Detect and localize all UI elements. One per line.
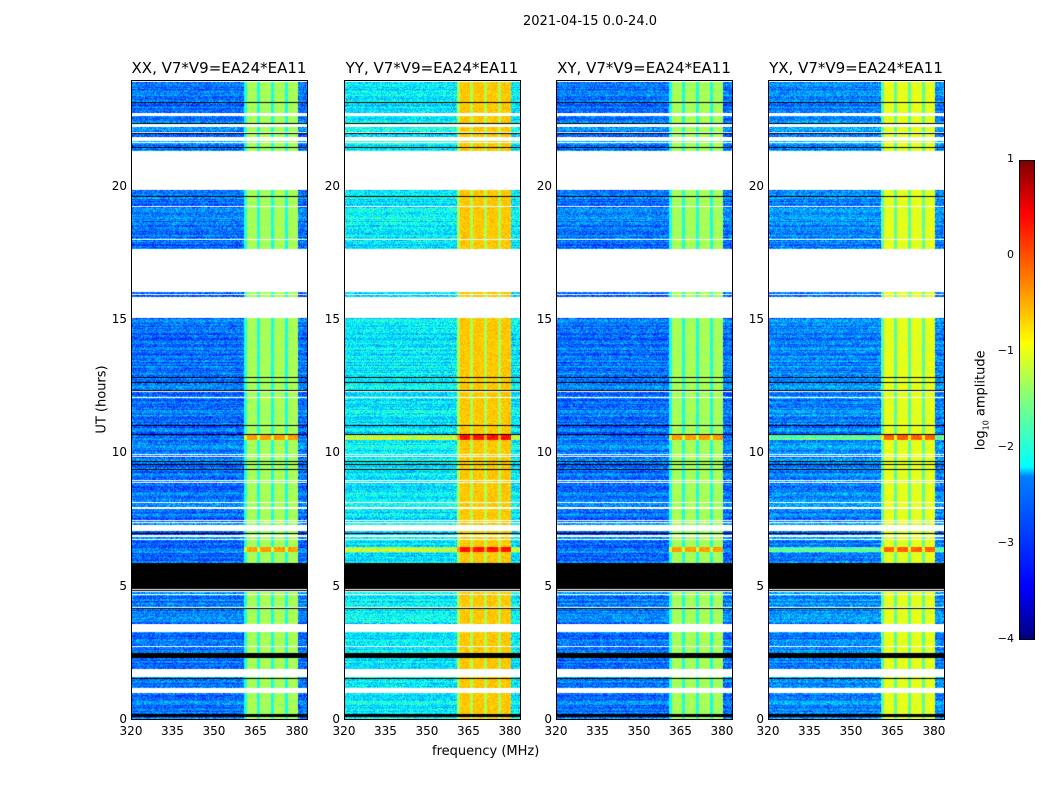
x-tick-label: 365	[244, 724, 267, 738]
panel-title: YY, V7*V9=EA24*EA11	[345, 59, 519, 77]
y-tick-label: 5	[544, 578, 552, 593]
x-tick-label: 320	[119, 724, 143, 738]
y-tick-label: 0	[332, 712, 340, 726]
x-tick-label: 365	[881, 724, 904, 738]
figure-title: 2021-04-15 0.0-24.0	[523, 14, 657, 29]
x-tick-label: 335	[161, 724, 184, 738]
y-axis-label: UT (hours)	[94, 365, 110, 434]
colorbar-tick-label: −1	[997, 344, 1014, 357]
x-tick-label: 350	[415, 724, 439, 738]
panel-title: XX, V7*V9=EA24*EA11	[131, 59, 307, 77]
y-tick-label: 15	[748, 312, 764, 326]
colorbar-tick-label: 0	[1007, 248, 1014, 261]
colorbar-tick-label: 1	[1007, 152, 1014, 165]
spectrogram-image	[769, 81, 944, 719]
y-tick-label: 15	[536, 312, 552, 326]
y-tick-label: 0	[544, 712, 552, 726]
spectrogram-image	[557, 81, 732, 719]
colorbar-label-log: log	[973, 430, 989, 451]
colorbar-tick-label: −2	[997, 440, 1014, 453]
x-tick-label: 380	[498, 724, 522, 738]
y-tick-label: 20	[324, 178, 340, 193]
x-tick-label: 320	[332, 724, 356, 738]
y-tick-label: 10	[748, 445, 764, 460]
colorbar-label-sub: 10	[981, 420, 991, 431]
y-tick-label: 10	[536, 445, 552, 460]
spectrogram-image	[132, 81, 307, 719]
x-tick-label: 350	[202, 724, 226, 738]
y-tick-label: 0	[756, 712, 764, 726]
spectrogram-image	[345, 81, 520, 719]
spectrogram-panel-xy	[556, 80, 733, 720]
colorbar	[1019, 160, 1035, 640]
x-tick-label: 350	[839, 724, 863, 738]
colorbar-label-rest: amplitude	[973, 350, 989, 421]
y-tick-label: 5	[332, 578, 340, 593]
panel-title: XY, V7*V9=EA24*EA11	[557, 59, 731, 77]
x-tick-label: 320	[756, 724, 780, 738]
spectrogram-panel-yy	[344, 80, 521, 720]
y-tick-label: 20	[536, 178, 552, 193]
panel-title: YX, V7*V9=EA24*EA11	[769, 59, 943, 77]
x-tick-label: 380	[285, 724, 309, 738]
colorbar-tick-label: −3	[997, 536, 1014, 549]
spectrogram-panel-yx	[768, 80, 945, 720]
y-tick-label: 5	[756, 578, 764, 593]
x-tick-label: 335	[586, 724, 609, 738]
colorbar-label: log10 amplitude	[974, 350, 991, 450]
x-axis-label: frequency (MHz)	[432, 744, 540, 759]
colorbar-tick-label: −4	[997, 632, 1014, 645]
y-tick-label: 15	[111, 312, 127, 326]
x-tick-label: 365	[669, 724, 692, 738]
y-tick-label: 10	[324, 445, 340, 460]
x-tick-label: 365	[457, 724, 480, 738]
x-tick-label: 335	[798, 724, 821, 738]
y-tick-label: 15	[324, 312, 340, 326]
x-tick-label: 380	[922, 724, 946, 738]
spectrogram-panel-xx	[131, 80, 308, 720]
y-tick-label: 0	[119, 712, 127, 726]
x-tick-label: 350	[627, 724, 651, 738]
y-tick-label: 10	[111, 445, 127, 460]
y-tick-label: 5	[119, 578, 127, 593]
y-tick-label: 20	[111, 178, 127, 193]
x-tick-label: 320	[544, 724, 568, 738]
x-tick-label: 380	[710, 724, 734, 738]
x-tick-label: 335	[374, 724, 397, 738]
y-tick-label: 20	[748, 178, 764, 193]
